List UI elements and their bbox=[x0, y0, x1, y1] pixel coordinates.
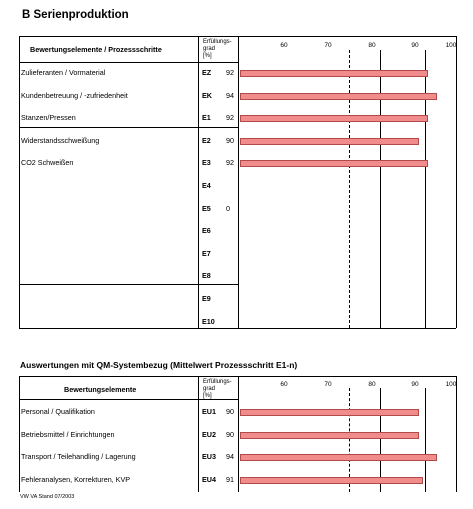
row-value: 92 bbox=[226, 113, 234, 123]
row-code: E3 bbox=[202, 158, 211, 168]
row-value: 92 bbox=[226, 158, 234, 168]
x-tick-label: 60 bbox=[280, 42, 288, 49]
row-value: 90 bbox=[226, 135, 234, 145]
page-title: B Serienproduktion bbox=[22, 9, 129, 21]
section-subtitle: Auswertungen mit QM-Systembezug (Mittelw… bbox=[20, 360, 298, 370]
reference-line-90 bbox=[425, 50, 426, 328]
row-code: E4 bbox=[202, 181, 211, 190]
fulfillment-bar bbox=[240, 431, 419, 439]
table-left-border bbox=[19, 376, 20, 492]
row-code: E5 bbox=[202, 203, 211, 213]
row-value: 91 bbox=[226, 474, 234, 484]
table-left-border bbox=[19, 36, 20, 328]
reference-line-dashed bbox=[349, 388, 350, 492]
row-label: Transport / Teilehandling / Lagerung bbox=[21, 452, 136, 462]
row-code: E8 bbox=[202, 271, 211, 281]
x-tick-label: 80 bbox=[368, 381, 376, 388]
fulfillment-bar bbox=[240, 476, 424, 484]
fulfillment-bar bbox=[240, 115, 428, 123]
column-divider bbox=[198, 36, 199, 328]
x-tick-label: 100 bbox=[445, 42, 457, 49]
fulfillment-header-line: grad bbox=[203, 46, 216, 52]
table-bottom-border bbox=[19, 328, 456, 329]
fulfillment-header-line: grad bbox=[203, 386, 216, 392]
footer-version: VW VA Stand 07/2003 bbox=[20, 494, 75, 500]
column-divider bbox=[238, 376, 239, 492]
fulfillment-bar bbox=[240, 454, 437, 462]
row-label: Kundenbetreuung / -zufriedenheit bbox=[21, 90, 128, 100]
row-label: Betriebsmittel / Einrichtungen bbox=[21, 429, 115, 439]
row-code: E10 bbox=[202, 316, 215, 326]
fulfillment-bar bbox=[240, 160, 428, 168]
table-right-border bbox=[456, 376, 457, 492]
row-value: 94 bbox=[226, 90, 234, 100]
row-label: Personal / Qualifikation bbox=[21, 407, 95, 416]
row-code: EU2 bbox=[202, 429, 216, 439]
row-code: EZ bbox=[202, 68, 212, 77]
fulfillment-bar bbox=[240, 409, 419, 416]
reference-line-dashed bbox=[349, 50, 350, 328]
fulfillment-header-line: Erfüllungs- bbox=[203, 379, 232, 385]
table-right-border bbox=[456, 36, 457, 328]
reference-line-80 bbox=[380, 388, 381, 492]
column-header-elements: Bewertungselemente bbox=[64, 385, 137, 394]
table-top-border bbox=[19, 376, 456, 377]
column-header-fulfillment: Erfüllungs- grad [%] bbox=[203, 39, 232, 60]
row-group-divider bbox=[19, 127, 238, 128]
reference-line-90 bbox=[425, 388, 426, 492]
reference-line-80 bbox=[380, 50, 381, 328]
row-label: Zulieferanten / Vormaterial bbox=[21, 68, 106, 77]
row-code: EU4 bbox=[202, 474, 216, 484]
row-label: Stanzen/Pressen bbox=[21, 113, 76, 123]
row-label: Fehleranalysen, Korrekturen, KVP bbox=[21, 474, 131, 484]
fulfillment-header-line: Erfüllungs- bbox=[203, 39, 232, 45]
row-code: E9 bbox=[202, 294, 211, 303]
column-divider bbox=[198, 376, 199, 492]
fulfillment-bar bbox=[240, 92, 437, 100]
column-divider bbox=[238, 36, 239, 328]
x-tick-label: 70 bbox=[324, 381, 332, 388]
row-group-divider bbox=[19, 284, 238, 285]
row-code: EU3 bbox=[202, 452, 216, 462]
x-tick-label: 80 bbox=[368, 42, 376, 49]
row-code: EK bbox=[202, 90, 212, 100]
fulfillment-header-line: [%] bbox=[203, 393, 212, 399]
header-bottom-border bbox=[19, 399, 238, 400]
column-header-fulfillment: Erfüllungs- grad [%] bbox=[203, 379, 232, 400]
fulfillment-header-line: [%] bbox=[203, 53, 212, 59]
fulfillment-bar bbox=[240, 137, 419, 145]
x-tick-label: 90 bbox=[411, 42, 419, 49]
row-code: EU1 bbox=[202, 407, 216, 416]
row-code: E2 bbox=[202, 135, 211, 145]
fulfillment-bar bbox=[240, 70, 428, 77]
table-top-border bbox=[19, 36, 456, 37]
x-tick-label: 90 bbox=[411, 381, 419, 388]
row-code: E7 bbox=[202, 248, 211, 258]
row-value: 90 bbox=[226, 407, 234, 416]
x-tick-label: 70 bbox=[324, 42, 332, 49]
row-label: CO2 Schweißen bbox=[21, 158, 74, 168]
header-bottom-border bbox=[19, 62, 238, 63]
row-value: 94 bbox=[226, 452, 234, 462]
row-value: 92 bbox=[226, 68, 234, 77]
row-value: 90 bbox=[226, 429, 234, 439]
x-tick-label: 60 bbox=[280, 381, 288, 388]
column-header-elements: Bewertungselemente / Prozessschritte bbox=[30, 45, 162, 54]
row-code: E1 bbox=[202, 113, 211, 123]
row-code: E6 bbox=[202, 226, 211, 236]
x-tick-label: 100 bbox=[445, 381, 457, 388]
row-label: Widerstandsschweißung bbox=[21, 135, 100, 145]
row-value: 0 bbox=[226, 203, 230, 213]
